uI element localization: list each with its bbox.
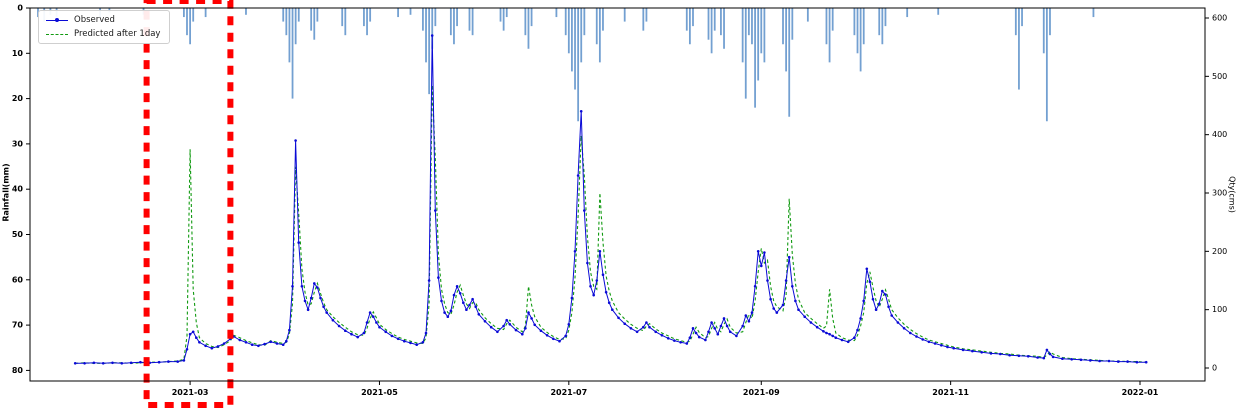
svg-text:100: 100 bbox=[1212, 305, 1227, 314]
legend-label-predicted: Predicted after 1day bbox=[74, 29, 161, 39]
svg-text:40: 40 bbox=[12, 185, 24, 194]
svg-text:2022-01: 2022-01 bbox=[1122, 388, 1159, 397]
svg-text:200: 200 bbox=[1212, 247, 1227, 256]
svg-text:0: 0 bbox=[17, 4, 23, 13]
svg-text:50: 50 bbox=[12, 230, 24, 239]
svg-text:70: 70 bbox=[12, 321, 24, 330]
svg-text:2021-07: 2021-07 bbox=[550, 388, 587, 397]
predicted-line-sample-icon bbox=[46, 33, 68, 35]
svg-text:600: 600 bbox=[1212, 14, 1227, 23]
highlight-box bbox=[143, 0, 234, 408]
svg-text:300: 300 bbox=[1212, 189, 1227, 198]
observed-line-sample-icon bbox=[46, 17, 68, 22]
rainfall-bars bbox=[37, 8, 1095, 122]
svg-text:60: 60 bbox=[12, 275, 24, 284]
svg-text:30: 30 bbox=[12, 139, 24, 148]
observed-series bbox=[73, 34, 1148, 365]
svg-text:0: 0 bbox=[1212, 364, 1217, 373]
svg-text:20: 20 bbox=[12, 94, 24, 103]
observed-marker-icon bbox=[55, 17, 59, 22]
svg-text:2021-11: 2021-11 bbox=[932, 388, 969, 397]
svg-text:80: 80 bbox=[12, 366, 24, 375]
svg-text:400: 400 bbox=[1212, 130, 1227, 139]
svg-text:2021-03: 2021-03 bbox=[172, 388, 209, 397]
svg-text:2021-05: 2021-05 bbox=[361, 388, 398, 397]
predicted-series bbox=[75, 85, 1147, 364]
svg-text:2021-09: 2021-09 bbox=[743, 388, 780, 397]
axis-ticks: 0 10 20 30 40 50 60 70 80 600 500 400 300 200 100 0 2021… bbox=[12, 4, 1227, 398]
legend-label-observed: Observed bbox=[74, 15, 115, 25]
legend-item-observed: Observed bbox=[46, 15, 160, 25]
legend: Observed Predicted after 1day bbox=[38, 10, 171, 44]
legend-item-predicted: Predicted after 1day bbox=[46, 29, 160, 39]
svg-text:10: 10 bbox=[12, 49, 24, 58]
svg-text:500: 500 bbox=[1212, 72, 1227, 81]
axes-frame bbox=[29, 7, 1206, 382]
